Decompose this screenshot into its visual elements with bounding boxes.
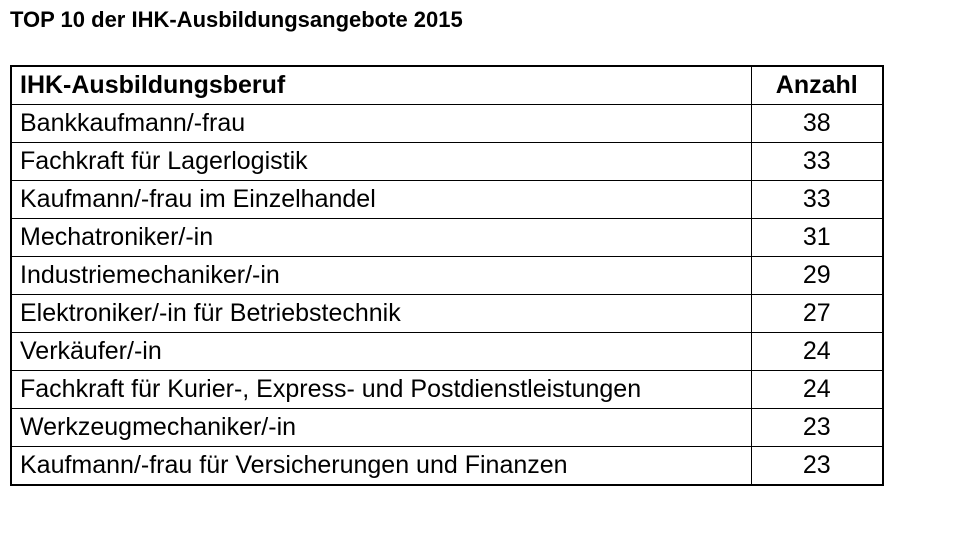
cell-anzahl: 24 [750,370,884,409]
table-row: Verkäufer/-in 24 [10,332,884,371]
cell-beruf: Industriemechaniker/-in [10,256,752,295]
cell-anzahl: 29 [750,256,884,295]
cell-anzahl: 27 [750,294,884,333]
table-row: Kaufmann/-frau im Einzelhandel 33 [10,180,884,219]
table-row: Mechatroniker/-in 31 [10,218,884,257]
cell-beruf: Kaufmann/-frau im Einzelhandel [10,180,752,219]
cell-anzahl: 33 [750,142,884,181]
cell-anzahl: 33 [750,180,884,219]
cell-beruf: Werkzeugmechaniker/-in [10,408,752,447]
rank-table: IHK-Ausbildungsberuf Anzahl Bankkaufmann… [10,65,884,486]
cell-beruf: Bankkaufmann/-frau [10,104,752,143]
cell-anzahl: 38 [750,104,884,143]
column-header-beruf: IHK-Ausbildungsberuf [10,65,752,105]
cell-beruf: Mechatroniker/-in [10,218,752,257]
table-header-row: IHK-Ausbildungsberuf Anzahl [10,65,884,105]
table-row: Fachkraft für Kurier-, Express- und Post… [10,370,884,409]
cell-beruf: Fachkraft für Lagerlogistik [10,142,752,181]
cell-anzahl: 23 [750,408,884,447]
cell-anzahl: 24 [750,332,884,371]
cell-beruf: Fachkraft für Kurier-, Express- und Post… [10,370,752,409]
table-row: Elektroniker/-in für Betriebstechnik 27 [10,294,884,333]
table-row: Werkzeugmechaniker/-in 23 [10,408,884,447]
table-row: Kaufmann/-frau für Versicherungen und Fi… [10,446,884,486]
table-row: Industriemechaniker/-in 29 [10,256,884,295]
column-header-anzahl: Anzahl [750,65,884,105]
cell-anzahl: 31 [750,218,884,257]
cell-beruf: Verkäufer/-in [10,332,752,371]
table-row: Fachkraft für Lagerlogistik 33 [10,142,884,181]
table-row: Bankkaufmann/-frau 38 [10,104,884,143]
cell-beruf: Kaufmann/-frau für Versicherungen und Fi… [10,446,752,486]
page-title: TOP 10 der IHK-Ausbildungsangebote 2015 [10,7,463,32]
cell-anzahl: 23 [750,446,884,486]
cell-beruf: Elektroniker/-in für Betriebstechnik [10,294,752,333]
